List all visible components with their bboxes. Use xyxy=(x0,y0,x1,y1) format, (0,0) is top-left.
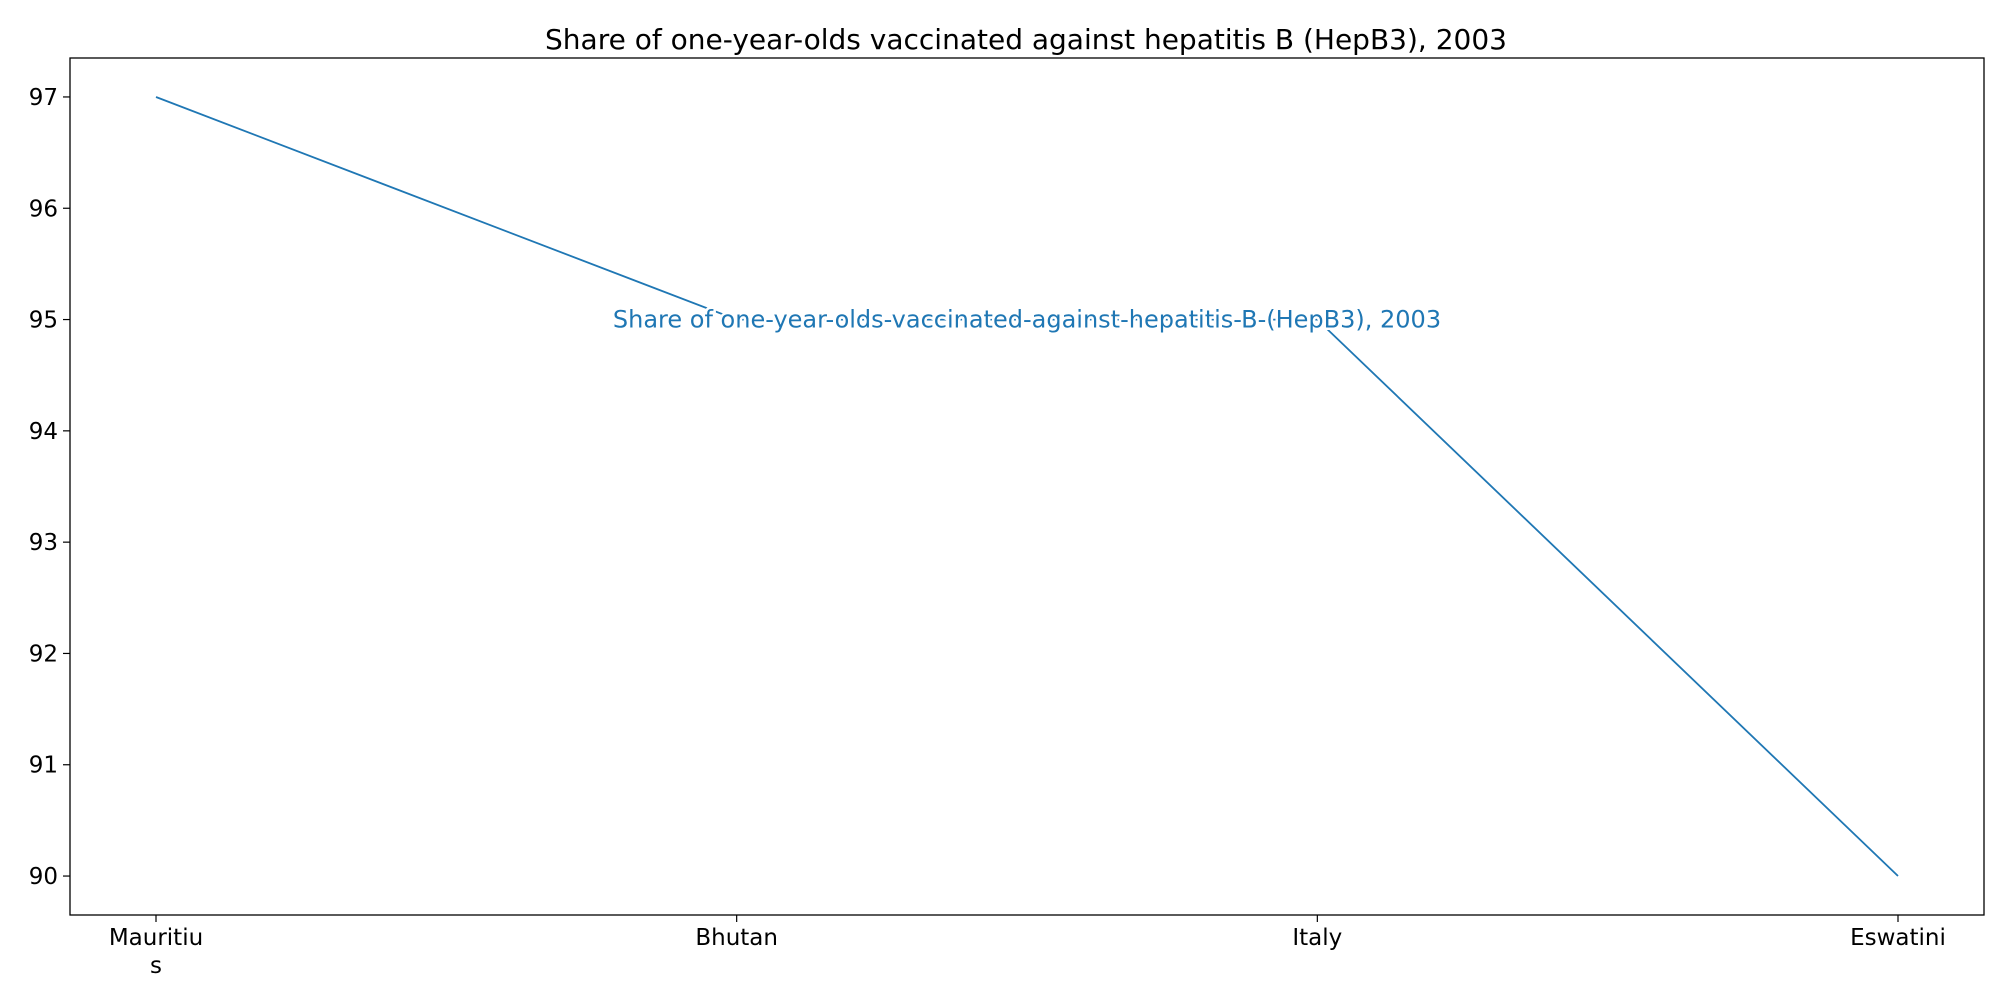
plot-frame xyxy=(69,57,1985,916)
x-tick-label-line: Bhutan xyxy=(695,925,778,951)
y-axis: 90 91 92 93 94 95 96 97 xyxy=(29,85,70,890)
x-tick-label-line: Italy xyxy=(1292,925,1342,951)
x-axis: Mauritiu s Bhutan Italy Eswatini xyxy=(109,915,1946,979)
x-tick-label: Mauritiu s xyxy=(109,925,203,979)
y-tick-label: 96 xyxy=(29,196,58,222)
y-tick-label: 94 xyxy=(29,419,58,445)
x-tick-label-line: Eswatini xyxy=(1850,925,1946,951)
y-tick-label: 92 xyxy=(29,641,58,667)
x-tick-label: Eswatini xyxy=(1850,925,1946,951)
series-label: Share of one-year-olds-vaccinated-agains… xyxy=(613,306,1441,334)
x-tick-label: Bhutan xyxy=(695,925,778,951)
x-tick-label-line: s xyxy=(150,953,162,979)
y-tick-label: 93 xyxy=(29,530,58,556)
x-tick-label-line: Mauritiu xyxy=(109,925,203,951)
y-tick-label: 90 xyxy=(29,864,58,890)
x-tick-label: Italy xyxy=(1292,925,1342,951)
chart-title: Share of one-year-olds vaccinated agains… xyxy=(545,23,1507,56)
y-tick-label: 97 xyxy=(29,85,58,111)
series-line xyxy=(155,96,1899,877)
series-layer: Share of one-year-olds-vaccinated-agains… xyxy=(155,96,1899,877)
y-tick-label: 91 xyxy=(29,753,58,779)
y-tick-label: 95 xyxy=(29,308,58,334)
